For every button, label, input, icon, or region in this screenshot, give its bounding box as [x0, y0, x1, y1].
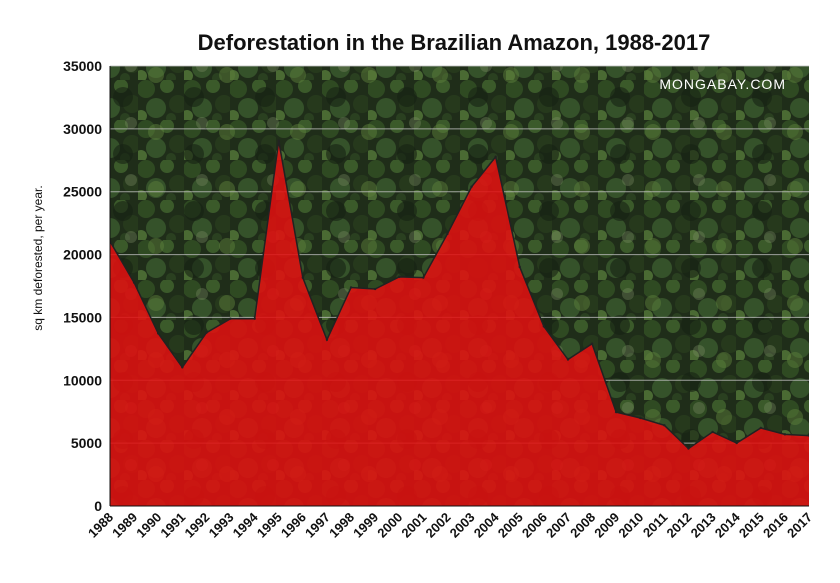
- y-tick-label: 0: [94, 498, 102, 514]
- data-point: [301, 276, 305, 279]
- x-tick-label: 2012: [664, 510, 695, 541]
- y-tick-label: 5000: [71, 435, 102, 451]
- data-point: [807, 434, 809, 437]
- x-tick-label: 1992: [181, 510, 212, 541]
- data-point: [253, 317, 256, 320]
- area-fill: [110, 140, 809, 506]
- data-point: [759, 426, 762, 430]
- data-point: [349, 286, 353, 289]
- data-point: [446, 232, 449, 236]
- x-tick-label: 2007: [543, 510, 574, 541]
- x-tick-label: 2003: [447, 510, 478, 541]
- data-point: [566, 358, 570, 361]
- x-tick-label: 2006: [519, 510, 550, 541]
- data-point: [422, 276, 425, 279]
- y-tick-label: 30000: [63, 121, 102, 137]
- data-point: [783, 433, 787, 436]
- x-tick-label: 2013: [688, 510, 719, 541]
- x-tick-label: 2011: [640, 510, 671, 541]
- data-point: [711, 430, 714, 434]
- y-tick-label: 10000: [63, 372, 102, 388]
- x-tick-label: 1996: [278, 510, 309, 541]
- x-tick-label: 2005: [495, 510, 526, 541]
- x-tick-label: 1995: [254, 510, 285, 541]
- data-point: [494, 155, 497, 159]
- x-tick-labels: 1988198919901991199219931994199519961997…: [85, 509, 815, 541]
- y-axis-label: sq km deforested, per year.: [31, 185, 45, 330]
- y-tick-label: 20000: [63, 247, 102, 263]
- x-tick-label: 2009: [591, 510, 622, 541]
- data-point: [663, 424, 666, 427]
- y-tick-label: 25000: [63, 184, 102, 200]
- y-tick-labels: 0 5000 10000 15000 20000 25000 30000 35000: [63, 58, 102, 514]
- watermark: MONGABAY.COM: [659, 76, 786, 92]
- x-tick-label: 2000: [374, 510, 405, 541]
- x-tick-label: 1989: [109, 510, 140, 541]
- x-tick-label: 1999: [350, 510, 381, 541]
- data-point: [277, 139, 280, 142]
- x-tick-label: 2008: [567, 510, 598, 541]
- data-point: [687, 447, 690, 450]
- x-tick-label: 2002: [423, 510, 454, 541]
- data-point: [181, 366, 184, 369]
- data-point: [735, 441, 738, 445]
- data-point: [398, 275, 401, 279]
- data-point: [373, 287, 377, 291]
- x-tick-label: 2017: [784, 510, 815, 541]
- data-point: [205, 331, 208, 334]
- data-point: [518, 265, 521, 269]
- x-tick-label: 1988: [85, 510, 116, 541]
- x-tick-label: 1994: [230, 509, 262, 541]
- data-point: [132, 281, 136, 284]
- x-tick-label: 2014: [712, 509, 744, 541]
- data-point: [157, 332, 160, 335]
- data-point: [229, 317, 232, 320]
- data-point: [590, 342, 594, 345]
- x-tick-label: 2015: [736, 510, 767, 541]
- x-tick-label: 2010: [615, 510, 646, 541]
- x-tick-label: 2001: [398, 510, 429, 541]
- y-tick-label: 15000: [63, 309, 102, 325]
- x-tick-label: 2004: [471, 509, 503, 541]
- y-tick-label: 35000: [63, 58, 102, 74]
- chart-title: Deforestation in the Brazilian Amazon, 1…: [198, 30, 711, 55]
- x-tick-label: 1997: [302, 510, 333, 541]
- x-tick-label: 1991: [157, 510, 188, 541]
- series-area: [110, 139, 809, 506]
- x-tick-label: 1993: [206, 510, 237, 541]
- data-point: [614, 410, 618, 414]
- x-tick-label: 1990: [133, 510, 164, 541]
- data-point: [325, 338, 329, 341]
- x-tick-label: 1998: [326, 510, 357, 541]
- data-point: [542, 325, 546, 328]
- x-tick-label: 2016: [760, 510, 791, 541]
- data-point: [470, 185, 473, 188]
- series-line: [110, 140, 809, 450]
- data-point: [639, 416, 642, 420]
